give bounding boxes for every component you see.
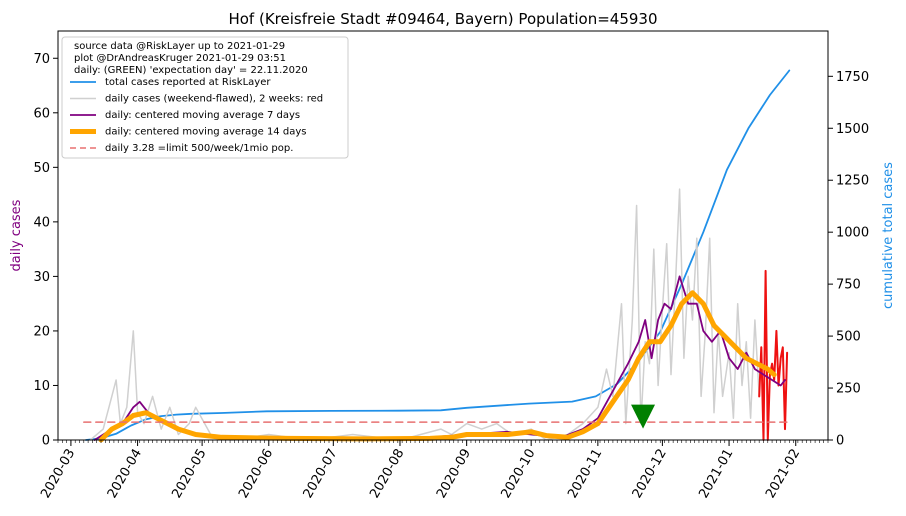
legend-label-5: daily 3.28 =limit 500/week/1mio pop. bbox=[105, 143, 293, 154]
legend-label-0: total cases reported at RiskLayer bbox=[105, 77, 271, 88]
series-line-1 bbox=[89, 188, 760, 441]
legend-info-3: daily: (GREEN) 'expectation day' = 22.11… bbox=[74, 65, 308, 76]
x-tick-label: 2020-12 bbox=[630, 447, 670, 502]
y-tick-label-left: 50 bbox=[33, 161, 50, 176]
x-tick-label: 2020-10 bbox=[498, 447, 538, 502]
legend: source data @RiskLayer up to 2021-01-29 … bbox=[61, 36, 349, 159]
x-tick-label: 2021-02 bbox=[763, 447, 803, 502]
legend-label-4: daily: centered moving average 14 days bbox=[105, 127, 306, 138]
y-tick-label-right: 250 bbox=[836, 382, 861, 397]
x-tick-label: 2020-03 bbox=[38, 447, 78, 502]
y-tick-label-left: 20 bbox=[33, 324, 50, 339]
y-tick-label-left: 30 bbox=[33, 270, 50, 285]
legend-box bbox=[61, 36, 349, 159]
x-tick-label: 2020-06 bbox=[236, 447, 276, 502]
y-tick-label-left: 0 bbox=[42, 434, 50, 449]
x-tick-label: 2021-01 bbox=[696, 447, 736, 502]
x-tick-label: 2020-11 bbox=[565, 447, 605, 502]
y-axis-label-left: daily cases bbox=[9, 199, 24, 271]
y-tick-label-right: 1250 bbox=[836, 174, 869, 189]
y-tick-label-left: 40 bbox=[33, 215, 50, 230]
legend-info-1: source data @RiskLayer up to 2021-01-29 bbox=[74, 41, 285, 52]
y-tick-label-left: 10 bbox=[33, 379, 50, 394]
y-tick-label-right: 1500 bbox=[836, 122, 869, 137]
legend-label-3: daily: centered moving average 7 days bbox=[105, 110, 300, 121]
y-tick-label-right: 500 bbox=[836, 330, 861, 345]
expectation-day-marker bbox=[631, 404, 656, 429]
series-line-4 bbox=[98, 290, 777, 443]
x-tick-label: 2020-05 bbox=[169, 447, 209, 502]
legend-entries: total cases reported at RiskLayer daily c… bbox=[70, 77, 323, 154]
y-tick-label-left: 70 bbox=[33, 52, 50, 67]
x-tick-label: 2020-04 bbox=[105, 447, 145, 502]
series-layer bbox=[83, 69, 791, 443]
chart-title: Hof (Kreisfreie Stadt #09464, Bayern) Po… bbox=[228, 10, 657, 28]
y-tick-label-right: 750 bbox=[836, 278, 861, 293]
x-tick-label: 2020-07 bbox=[301, 447, 341, 502]
y-tick-label-right: 1750 bbox=[836, 70, 869, 85]
legend-label-1: daily cases (weekend-flawed), 2 weeks: r… bbox=[105, 94, 323, 105]
x-tick-label: 2020-09 bbox=[434, 446, 474, 501]
y-axis-label-right: cumulative total cases bbox=[881, 162, 896, 309]
x-tick-label: 2020-08 bbox=[367, 447, 407, 502]
plot-frame bbox=[57, 30, 829, 441]
y-tick-label-right: 0 bbox=[836, 434, 844, 449]
y-tick-label-left: 60 bbox=[33, 106, 50, 121]
y-tick-label-right: 1000 bbox=[836, 226, 869, 241]
legend-info-2: plot @DrAndreasKruger 2021-01-29 03:51 bbox=[74, 53, 286, 64]
